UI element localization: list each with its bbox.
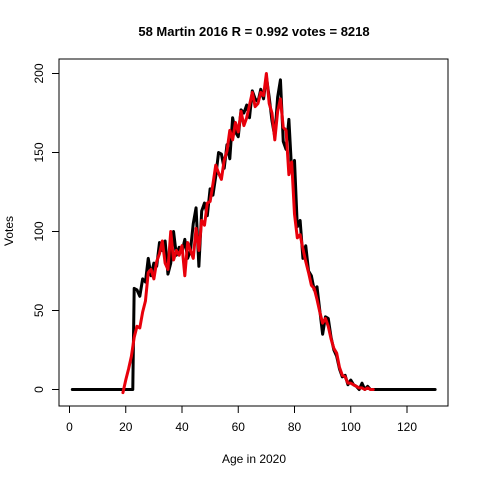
y-axis-label: Votes (2, 216, 16, 246)
series-layer (72, 74, 435, 393)
y-axis: 0 50 100 150 200 (32, 63, 59, 393)
chart-title: 58 Martin 2016 R = 0.992 votes = 8218 (138, 24, 369, 39)
x-axis: 0 20 40 60 80 100 120 (66, 406, 417, 434)
x-tick-label: 40 (175, 420, 189, 434)
x-tick-label: 20 (119, 420, 133, 434)
x-tick-label: 100 (341, 420, 361, 434)
series-line-2 (123, 74, 373, 393)
y-tick-label: 200 (32, 63, 46, 83)
x-tick-label: 120 (397, 420, 417, 434)
y-tick-label: 150 (32, 142, 46, 162)
x-tick-label: 0 (66, 420, 73, 434)
y-tick-label: 50 (32, 304, 46, 318)
y-tick-label: 0 (32, 386, 46, 393)
y-tick-label: 100 (32, 221, 46, 241)
series-line-1 (72, 77, 435, 390)
plot-frame (59, 59, 448, 406)
x-tick-label: 80 (288, 420, 302, 434)
x-tick-label: 60 (232, 420, 246, 434)
x-axis-label: Age in 2020 (222, 452, 286, 466)
